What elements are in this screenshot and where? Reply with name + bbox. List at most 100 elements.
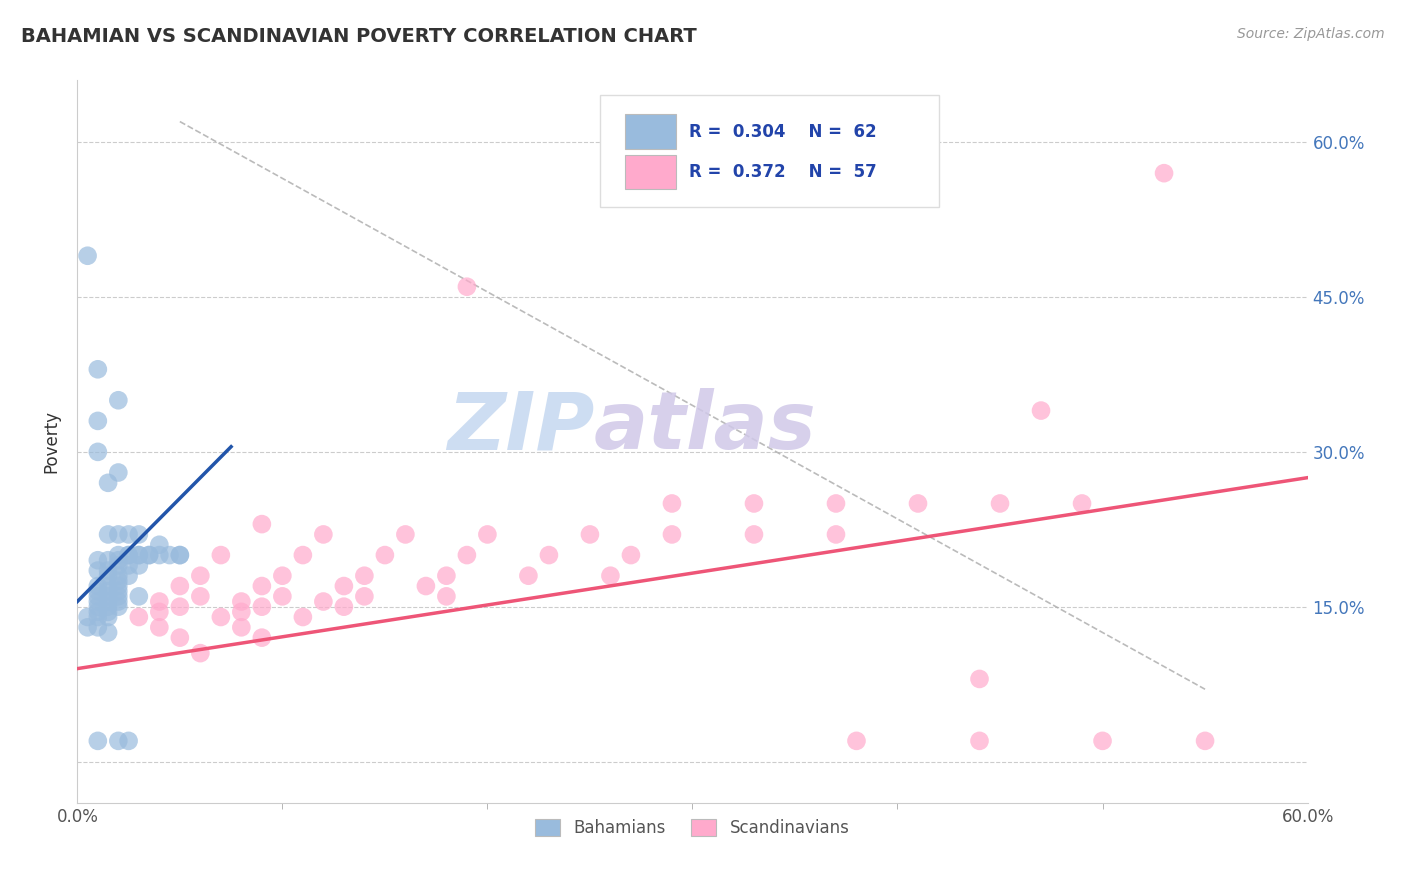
- Point: [107, 568, 129, 582]
- Point: [661, 496, 683, 510]
- FancyBboxPatch shape: [624, 154, 676, 189]
- Point: [231, 605, 253, 619]
- Point: [117, 548, 139, 562]
- Point: [128, 548, 150, 562]
- Point: [87, 620, 110, 634]
- Point: [87, 610, 110, 624]
- Point: [188, 646, 212, 660]
- Point: [87, 590, 110, 604]
- Point: [117, 568, 139, 582]
- Point: [742, 496, 765, 510]
- Point: [456, 548, 478, 562]
- Point: [128, 527, 150, 541]
- Point: [138, 548, 160, 562]
- Point: [271, 590, 294, 604]
- Text: ZIP: ZIP: [447, 388, 595, 467]
- FancyBboxPatch shape: [600, 95, 939, 207]
- Point: [97, 610, 120, 624]
- Point: [436, 568, 458, 582]
- Point: [169, 548, 191, 562]
- Point: [845, 734, 868, 748]
- Point: [209, 548, 232, 562]
- Y-axis label: Poverty: Poverty: [42, 410, 60, 473]
- Point: [107, 584, 129, 599]
- Point: [159, 548, 181, 562]
- Point: [87, 445, 110, 459]
- Point: [87, 553, 110, 567]
- Point: [107, 734, 129, 748]
- Point: [394, 527, 416, 541]
- Point: [456, 279, 478, 293]
- Point: [333, 579, 356, 593]
- Point: [128, 548, 150, 562]
- Point: [209, 610, 232, 624]
- Point: [312, 527, 335, 541]
- Point: [97, 475, 120, 490]
- Text: R =  0.372    N =  57: R = 0.372 N = 57: [689, 163, 876, 181]
- Point: [169, 579, 191, 593]
- Point: [97, 568, 120, 582]
- Point: [107, 579, 129, 593]
- Point: [620, 548, 643, 562]
- Point: [107, 574, 129, 588]
- Point: [291, 548, 314, 562]
- Point: [97, 553, 120, 567]
- Text: Source: ZipAtlas.com: Source: ZipAtlas.com: [1237, 27, 1385, 41]
- Point: [353, 590, 375, 604]
- Point: [128, 590, 150, 604]
- Point: [97, 605, 120, 619]
- Point: [231, 620, 253, 634]
- Point: [742, 527, 765, 541]
- Point: [97, 594, 120, 608]
- Point: [107, 393, 129, 408]
- Text: BAHAMIAN VS SCANDINAVIAN POVERTY CORRELATION CHART: BAHAMIAN VS SCANDINAVIAN POVERTY CORRELA…: [21, 27, 697, 45]
- Point: [579, 527, 602, 541]
- Point: [517, 568, 540, 582]
- Point: [374, 548, 396, 562]
- Point: [97, 590, 120, 604]
- Point: [169, 599, 191, 614]
- Point: [107, 599, 129, 614]
- Point: [107, 594, 129, 608]
- Point: [661, 527, 683, 541]
- Point: [117, 527, 139, 541]
- Point: [87, 584, 110, 599]
- Point: [477, 527, 499, 541]
- Point: [87, 605, 110, 619]
- Point: [107, 590, 129, 604]
- Point: [97, 599, 120, 614]
- Point: [231, 594, 253, 608]
- Point: [969, 672, 991, 686]
- Point: [148, 538, 170, 552]
- Point: [1091, 734, 1114, 748]
- Point: [599, 568, 621, 582]
- Point: [97, 527, 120, 541]
- Point: [107, 527, 129, 541]
- Point: [436, 590, 458, 604]
- Point: [76, 620, 98, 634]
- Point: [87, 579, 110, 593]
- Point: [1194, 734, 1216, 748]
- Point: [1029, 403, 1052, 417]
- Point: [250, 631, 273, 645]
- Point: [148, 594, 170, 608]
- Point: [415, 579, 437, 593]
- Point: [87, 564, 110, 578]
- Point: [117, 558, 139, 573]
- Point: [825, 496, 848, 510]
- Legend: Bahamians, Scandinavians: Bahamians, Scandinavians: [527, 810, 858, 845]
- Point: [128, 610, 150, 624]
- Point: [188, 590, 212, 604]
- Point: [117, 734, 139, 748]
- Point: [87, 414, 110, 428]
- Point: [537, 548, 560, 562]
- Point: [107, 553, 129, 567]
- Point: [117, 548, 139, 562]
- Point: [271, 568, 294, 582]
- Point: [312, 594, 335, 608]
- Point: [76, 610, 98, 624]
- Point: [97, 579, 120, 593]
- Point: [907, 496, 929, 510]
- Point: [1153, 166, 1175, 180]
- Point: [97, 564, 120, 578]
